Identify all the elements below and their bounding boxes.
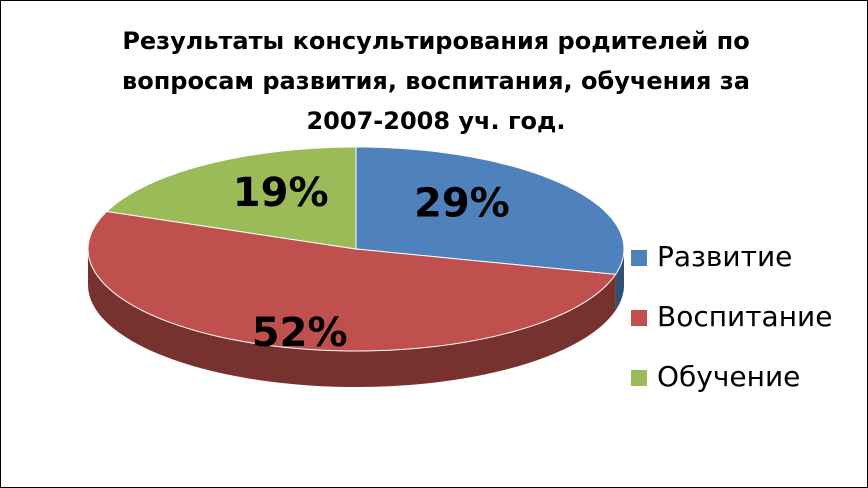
- slice-side: [615, 249, 624, 311]
- data-label: 29%: [414, 181, 510, 227]
- legend-swatch: [631, 310, 647, 326]
- data-label: 52%: [252, 310, 348, 356]
- legend-swatch: [631, 370, 647, 386]
- legend-label: Обучение: [657, 360, 800, 393]
- legend-label: Воспитание: [657, 300, 832, 333]
- slice-side: [88, 249, 616, 387]
- chart-title: Результаты консультирования родителей по…: [122, 27, 750, 135]
- legend-swatch: [631, 250, 647, 266]
- slice: [355, 146, 625, 275]
- data-label: 19%: [233, 170, 329, 216]
- slice: [87, 210, 617, 352]
- legend-label: Развитие: [657, 240, 792, 273]
- slice: [105, 146, 357, 250]
